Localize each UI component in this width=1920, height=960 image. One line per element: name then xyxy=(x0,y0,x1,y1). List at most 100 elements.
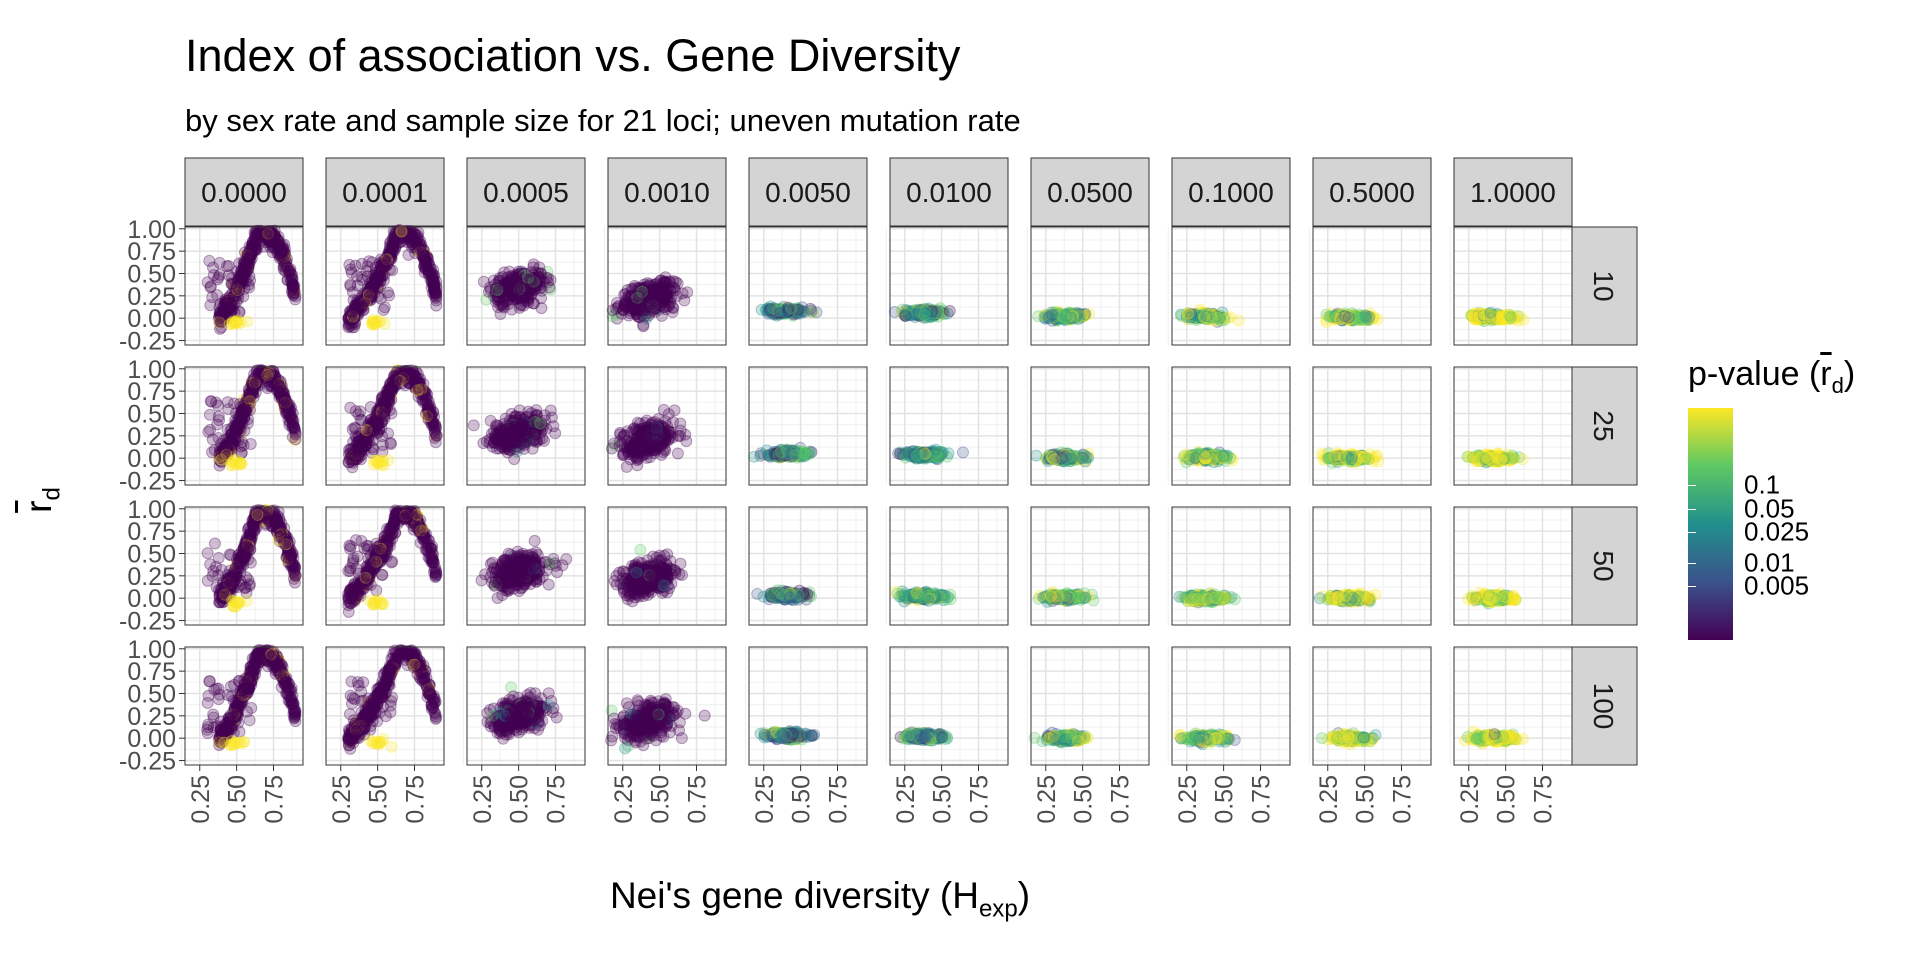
facet-panel xyxy=(603,226,727,346)
data-point xyxy=(239,403,252,416)
data-point xyxy=(267,235,280,248)
data-point xyxy=(271,241,284,254)
data-point xyxy=(386,240,399,253)
data-point xyxy=(265,228,278,241)
data-point xyxy=(273,245,286,258)
data-point xyxy=(214,306,227,319)
data-point xyxy=(385,407,398,420)
data-point xyxy=(278,248,291,261)
facet-panel xyxy=(321,364,445,486)
data-point xyxy=(276,250,289,263)
data-point xyxy=(222,259,235,272)
data-point xyxy=(212,431,225,444)
data-point xyxy=(278,260,291,273)
data-point xyxy=(250,243,263,256)
facet-strip-col-label: 0.0010 xyxy=(624,177,710,208)
data-point xyxy=(276,239,289,252)
data-point xyxy=(266,246,279,259)
data-point xyxy=(248,239,261,252)
data-point xyxy=(263,231,276,244)
facet-strip-col-label: 0.0001 xyxy=(342,177,428,208)
data-point xyxy=(1077,449,1090,462)
data-point xyxy=(225,278,238,291)
data-point xyxy=(221,301,234,314)
data-point xyxy=(225,292,238,305)
data-point xyxy=(544,274,557,287)
data-point xyxy=(224,289,237,302)
data-point xyxy=(240,264,253,277)
data-point xyxy=(234,265,247,278)
data-point xyxy=(272,240,285,253)
data-point xyxy=(284,263,297,276)
data-point xyxy=(273,236,286,249)
facet-strip-col-label: 0.0500 xyxy=(1047,177,1133,208)
facet-panel xyxy=(1449,226,1573,346)
data-point xyxy=(220,297,233,310)
data-point xyxy=(251,234,264,247)
data-point xyxy=(403,377,416,390)
facet-strip-col xyxy=(1030,157,1150,227)
data-point xyxy=(261,234,274,247)
panel-background xyxy=(1172,227,1290,345)
data-point xyxy=(232,274,245,287)
data-point xyxy=(219,306,232,319)
data-point xyxy=(223,294,236,307)
data-point xyxy=(395,225,408,238)
data-point xyxy=(241,264,254,277)
data-point xyxy=(277,245,290,258)
facet-strip-row-label: 50 xyxy=(1588,550,1619,581)
data-point xyxy=(273,241,286,254)
facet-strip-col-label: 1.0000 xyxy=(1470,177,1556,208)
data-point xyxy=(241,247,254,260)
data-point xyxy=(246,245,259,258)
data-point xyxy=(655,436,668,449)
data-point xyxy=(244,250,257,263)
data-point xyxy=(278,250,291,263)
data-point xyxy=(234,279,247,292)
data-point xyxy=(222,298,235,311)
data-point xyxy=(249,241,262,254)
data-point xyxy=(351,435,364,448)
data-point xyxy=(288,285,301,298)
data-point xyxy=(248,232,261,245)
data-point xyxy=(271,234,284,247)
data-point xyxy=(263,228,276,241)
data-point xyxy=(243,249,256,262)
facet-panel xyxy=(1026,226,1150,346)
data-point xyxy=(222,403,235,416)
data-point xyxy=(248,243,261,256)
data-point xyxy=(678,294,691,307)
data-point xyxy=(637,320,650,333)
data-point xyxy=(268,224,281,237)
data-point xyxy=(222,299,235,312)
data-point xyxy=(243,252,256,265)
data-point xyxy=(262,228,275,241)
data-point xyxy=(276,245,289,258)
facet-strip-col-label: 0.0100 xyxy=(906,177,992,208)
data-point xyxy=(258,227,271,240)
data-point xyxy=(226,298,239,311)
data-point xyxy=(241,260,254,273)
data-point xyxy=(268,230,281,243)
data-point xyxy=(221,423,234,436)
facet-strip-col xyxy=(889,157,1009,227)
data-point xyxy=(231,289,244,302)
data-point xyxy=(221,302,234,315)
data-point xyxy=(201,276,214,289)
data-point xyxy=(237,260,250,273)
facet-panel xyxy=(744,226,868,346)
data-point xyxy=(763,449,776,462)
data-point xyxy=(214,311,227,324)
data-point xyxy=(249,225,262,238)
facet-strip-col-label: 0.0000 xyxy=(201,177,287,208)
data-point xyxy=(203,408,216,421)
panel-background xyxy=(1031,367,1149,485)
data-point xyxy=(1200,310,1213,323)
facet-panel xyxy=(885,366,1009,486)
facet-panel xyxy=(321,224,445,346)
data-point xyxy=(218,295,231,308)
data-point xyxy=(271,236,284,249)
data-point xyxy=(218,304,231,317)
data-point xyxy=(243,390,256,403)
data-point xyxy=(236,268,249,281)
